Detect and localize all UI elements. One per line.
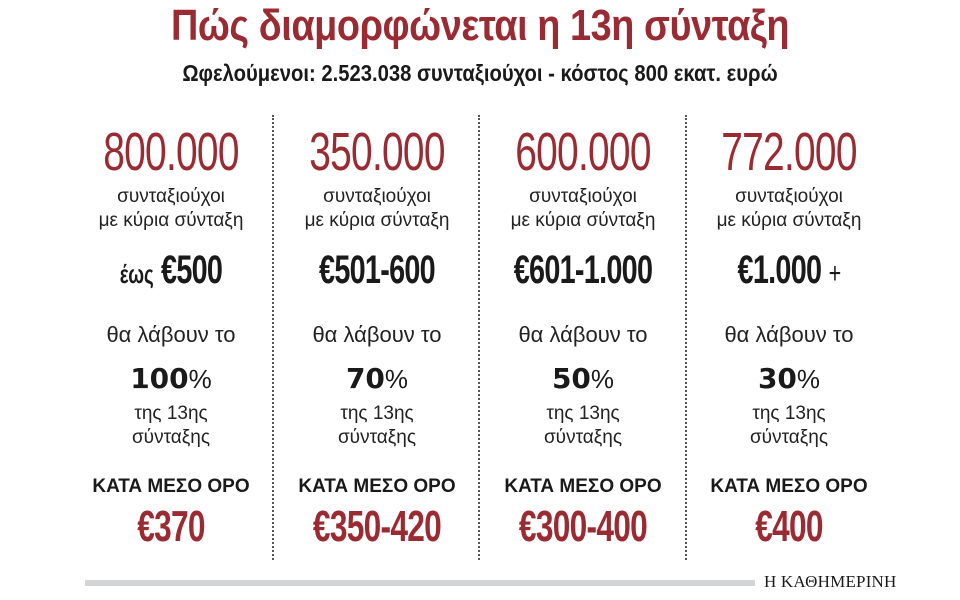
percent-symbol: % <box>796 364 821 394</box>
range-prefix: έως <box>119 259 154 289</box>
average-label: ΚΑΤΑ ΜΕΣΟ ΟΡΟ <box>710 476 868 497</box>
of-13th-pension: της 13ης σύνταξης <box>686 402 892 450</box>
pension-range: €601-1.000 <box>509 246 657 298</box>
range-value: €1.000 <box>737 248 822 292</box>
pensioner-description: συνταξιούχοι με κύρια σύνταξη <box>686 185 892 233</box>
percentage: 70% <box>274 362 480 396</box>
receive-label: θα λάβουν το <box>106 322 236 347</box>
tier-column: 600.000 συνταξιούχοι με κύρια σύνταξη €6… <box>480 110 686 560</box>
percent-symbol: % <box>188 364 212 394</box>
percentage-value: 100 <box>130 362 189 395</box>
receive-label: θα λάβουν το <box>312 322 442 347</box>
average-value: €370 <box>137 502 205 551</box>
receive-label: θα λάβουν το <box>724 322 854 347</box>
pensioner-description: συνταξιούχοι με κύρια σύνταξη <box>274 185 480 233</box>
tier-column: 772.000 συνταξιούχοι με κύρια σύνταξη €1… <box>686 110 892 560</box>
desc-line: συνταξιούχοι <box>735 186 843 207</box>
page-subtitle: Ωφελούμενοι: 2.523.038 συνταξιούχοι - κό… <box>182 60 778 86</box>
average-value: €350-420 <box>312 502 442 551</box>
range-value: €500 <box>161 248 223 292</box>
average-label: ΚΑΤΑ ΜΕΣΟ ΟΡΟ <box>504 476 662 497</box>
pensioner-count: 600.000 <box>515 122 651 182</box>
receive-label: θα λάβουν το <box>518 322 648 347</box>
pension-range: έως €500 <box>97 246 245 298</box>
average-label: ΚΑΤΑ ΜΕΣΟ ΟΡΟ <box>92 476 250 497</box>
of-13th-pension: της 13ης σύνταξης <box>274 402 480 450</box>
of13-line: σύνταξης <box>543 427 623 448</box>
page-title: Πώς διαμορφώνεται η 13η σύνταξη <box>170 1 790 50</box>
pensioner-count: 772.000 <box>721 122 857 182</box>
tier-column: 350.000 συνταξιούχοι με κύρια σύνταξη €5… <box>274 110 480 560</box>
column-divider <box>272 115 274 560</box>
percentage-value: 50 <box>551 362 591 395</box>
of13-line: της 13ης <box>340 403 414 424</box>
of13-line: σύνταξης <box>131 427 211 448</box>
percentage-value: 30 <box>757 362 797 395</box>
of13-line: της 13ης <box>752 403 826 424</box>
average-value: €400 <box>755 502 823 551</box>
desc-line: με κύρια σύνταξη <box>304 210 450 231</box>
of-13th-pension: της 13ης σύνταξης <box>480 402 686 450</box>
of-13th-pension: της 13ης σύνταξης <box>68 402 274 450</box>
publisher-logo: Η ΚΑΘΗΜΕΡΙΝΗ <box>764 572 897 591</box>
pensioner-description: συνταξιούχοι με κύρια σύνταξη <box>68 185 274 233</box>
desc-line: συνταξιούχοι <box>323 186 431 207</box>
column-divider <box>685 115 687 560</box>
pension-tiers: 800.000 συνταξιούχοι με κύρια σύνταξη έω… <box>68 110 892 560</box>
tier-column: 800.000 συνταξιούχοι με κύρια σύνταξη έω… <box>68 110 274 560</box>
pensioner-count: 350.000 <box>309 122 445 182</box>
percentage: 100% <box>68 362 274 396</box>
desc-line: συνταξιούχοι <box>529 186 637 207</box>
range-value: €601-1.000 <box>513 248 653 292</box>
average-value: €300-400 <box>518 502 648 551</box>
column-divider <box>478 115 480 560</box>
pension-range: €1.000 + <box>715 246 863 298</box>
footer-bar <box>85 580 755 586</box>
percentage-value: 70 <box>345 362 385 395</box>
percent-symbol: % <box>384 364 409 394</box>
pensioner-description: συνταξιούχοι με κύρια σύνταξη <box>480 185 686 233</box>
desc-line: με κύρια σύνταξη <box>98 210 244 231</box>
of13-line: της 13ης <box>134 403 208 424</box>
desc-line: με κύρια σύνταξη <box>510 210 656 231</box>
pension-range: €501-600 <box>303 246 451 298</box>
of13-line: σύνταξης <box>337 427 417 448</box>
percent-symbol: % <box>590 364 615 394</box>
desc-line: με κύρια σύνταξη <box>716 210 862 231</box>
range-suffix: + <box>828 257 842 290</box>
percentage: 50% <box>480 362 686 396</box>
pensioner-count: 800.000 <box>103 122 239 182</box>
average-label: ΚΑΤΑ ΜΕΣΟ ΟΡΟ <box>298 476 456 497</box>
percentage: 30% <box>686 362 892 396</box>
of13-line: σύνταξης <box>749 427 829 448</box>
range-value: €501-600 <box>319 248 436 292</box>
desc-line: συνταξιούχοι <box>117 186 225 207</box>
of13-line: της 13ης <box>546 403 620 424</box>
